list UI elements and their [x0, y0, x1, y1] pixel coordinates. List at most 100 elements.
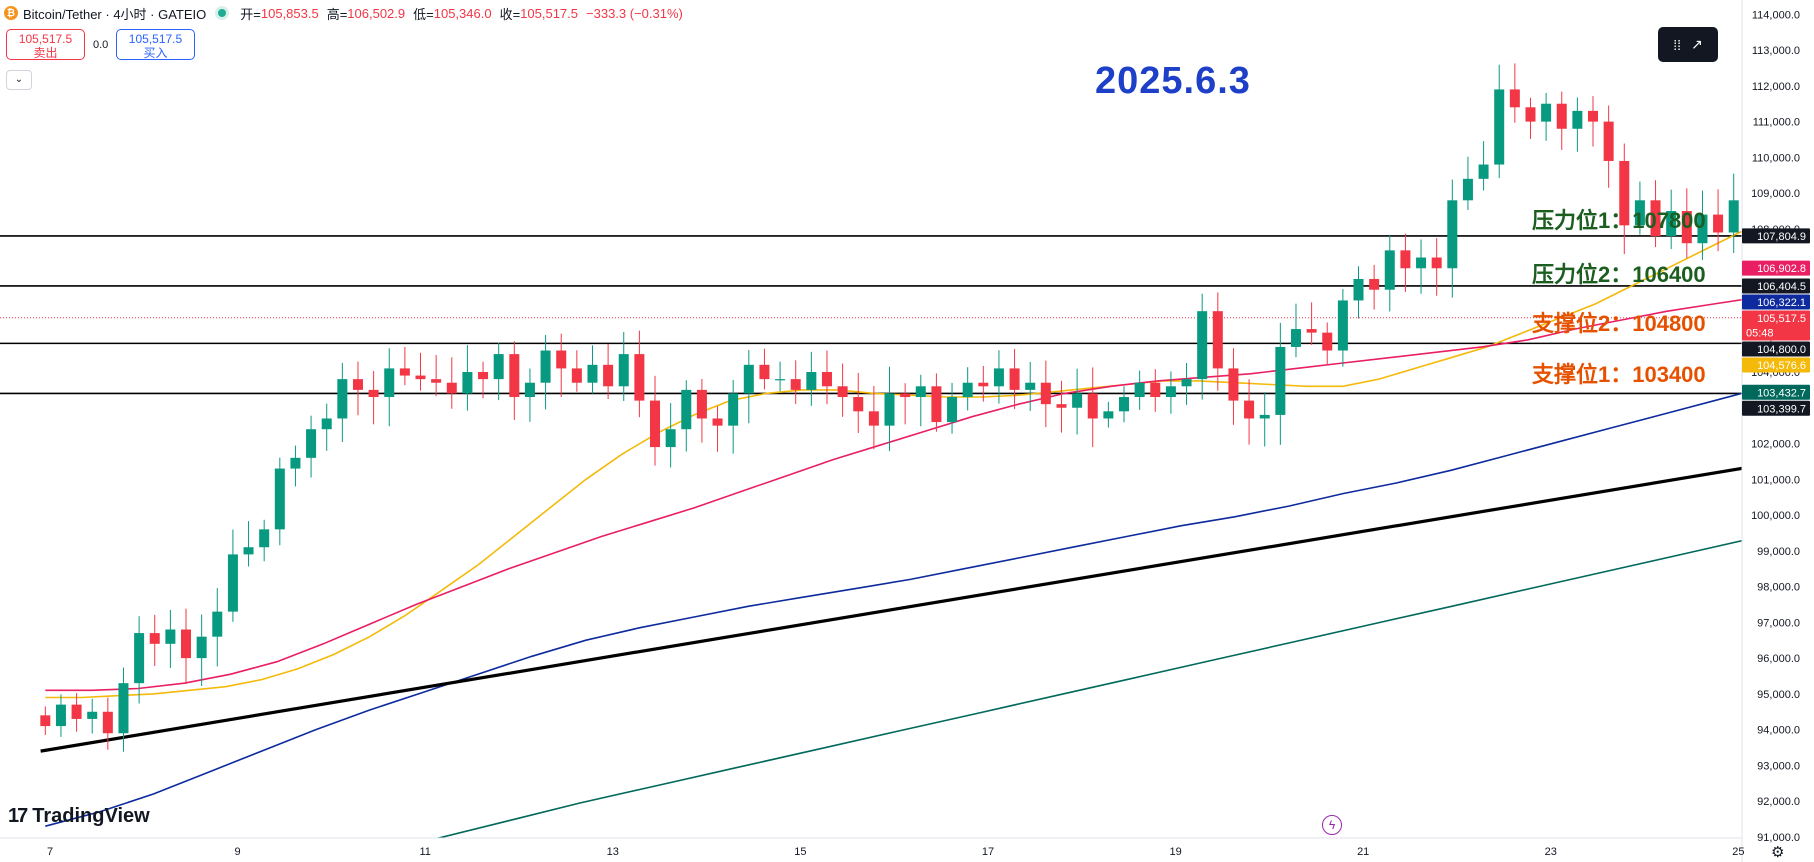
price-tag — [1742, 357, 1810, 373]
high-value: 106,502.9 — [347, 5, 406, 21]
low-label: 低= — [413, 6, 434, 22]
lightning-icon[interactable]: ϟ — [1322, 815, 1342, 835]
tradingview-logo[interactable]: 17 TradingView — [8, 805, 150, 828]
candle-body — [696, 389, 707, 419]
candle-body — [462, 371, 473, 394]
trend-line — [40, 466, 1742, 753]
candle-body — [728, 393, 739, 426]
buy-button[interactable]: 105,517.5 买入 — [116, 29, 195, 60]
floating-toolbar[interactable]: ⁞⁞ ↗ — [1658, 27, 1718, 62]
collapse-chevron-icon[interactable]: ⌄ — [6, 70, 32, 90]
candle-body — [509, 354, 520, 398]
candle-body — [759, 364, 770, 380]
candle-body — [1259, 414, 1270, 419]
y-tick-label: 97,000.0 — [1757, 617, 1800, 629]
candle-body — [650, 400, 661, 448]
candle-body — [165, 629, 176, 644]
candle-body — [1103, 411, 1114, 419]
y-tick-label: 102,000.0 — [1751, 439, 1800, 451]
candle-body — [853, 397, 864, 412]
candle-body — [1525, 107, 1536, 122]
resistance-1-label: 压力位1：107800 — [1532, 208, 1706, 233]
plot-area — [0, 63, 1742, 838]
buy-label: 买入 — [143, 46, 168, 60]
candle-body — [603, 364, 614, 387]
moving-average-line — [435, 539, 1742, 838]
candle-body — [493, 354, 504, 380]
candle-body — [71, 704, 82, 719]
x-tick-label: 17 — [982, 846, 994, 858]
candle-body — [1634, 200, 1645, 226]
candle-body — [1056, 404, 1067, 408]
candle-body — [1478, 164, 1489, 179]
candle-body — [1603, 121, 1614, 161]
y-tick-label: 100,000.0 — [1751, 510, 1800, 522]
sell-button[interactable]: 105,517.5 卖出 — [6, 29, 85, 60]
price-tag-label: 104,576.6 — [1757, 360, 1806, 372]
candle-body — [1494, 89, 1505, 165]
candle-body — [868, 411, 879, 426]
candle-body — [274, 468, 285, 530]
settings-gear-icon[interactable]: ⚙ — [1771, 844, 1785, 861]
candle-body — [1072, 393, 1083, 408]
candle-body — [665, 429, 676, 448]
candle-body — [1400, 250, 1411, 269]
candle-body — [1290, 329, 1301, 347]
candle-body — [1275, 346, 1286, 415]
candle-body — [1353, 278, 1364, 301]
candle-body — [399, 368, 410, 376]
candle-body — [1369, 278, 1380, 290]
candle-body — [790, 379, 801, 390]
candle-body — [1541, 103, 1552, 122]
x-tick-label: 19 — [1169, 846, 1181, 858]
x-tick-label: 23 — [1545, 846, 1557, 858]
price-tag-label: 106,902.8 — [1757, 263, 1806, 275]
candle-body — [806, 371, 817, 390]
price-tag-countdown: 05:48 — [1746, 327, 1774, 339]
sell-label: 卖出 — [33, 46, 58, 60]
candle-body — [1025, 382, 1036, 390]
bitcoin-icon: ₿ — [4, 6, 18, 20]
candle-body — [884, 393, 895, 426]
candle-body — [1087, 393, 1098, 419]
candle-body — [227, 554, 238, 612]
candle-body — [837, 386, 848, 398]
candle-body — [1462, 178, 1473, 201]
y-tick-label: 99,000.0 — [1757, 546, 1800, 558]
candle-body — [1197, 311, 1208, 380]
drag-handle-icon[interactable]: ⁞⁞ — [1673, 36, 1682, 53]
tradingview-wordmark: TradingView — [32, 805, 150, 827]
symbol-label[interactable]: Bitcoin/Tether · 4小时 · GATEIO — [23, 6, 207, 22]
market-status-icon — [218, 9, 227, 17]
candle-body — [40, 715, 51, 727]
candle-body — [55, 704, 66, 727]
candle-body — [149, 633, 160, 644]
x-tick-label: 13 — [607, 846, 619, 858]
open-label: 开= — [240, 6, 261, 22]
candle-body — [775, 379, 786, 381]
price-tag — [1742, 294, 1810, 310]
y-tick-label: 93,000.0 — [1757, 760, 1800, 772]
candle-body — [947, 397, 958, 423]
candle-body — [87, 711, 98, 719]
candle-body — [993, 368, 1004, 387]
sell-price: 105,517.5 — [18, 32, 73, 46]
y-tick-label: 112,000.0 — [1752, 81, 1800, 93]
moving-average-line — [45, 230, 1742, 699]
candle-body — [1619, 160, 1630, 226]
y-tick-label: 92,000.0 — [1757, 796, 1800, 808]
candle-body — [978, 382, 989, 387]
candle-body — [352, 379, 363, 390]
candle-body — [1509, 89, 1520, 108]
price-tag-label: 103,399.7 — [1757, 403, 1806, 415]
candle-body — [368, 389, 379, 398]
candle-body — [556, 350, 567, 369]
candle-body — [1337, 300, 1348, 351]
y-tick-label: 110,000.0 — [1752, 152, 1800, 164]
trendline-tool-icon[interactable]: ↗ — [1691, 36, 1703, 52]
y-tick-label: 113,000.0 — [1752, 45, 1800, 57]
candle-body — [540, 350, 551, 383]
open-value: 105,853.5 — [260, 5, 319, 21]
chart-header: ₿ Bitcoin/Tether · 4小时 · GATEIO 开= 105,85… — [4, 3, 691, 23]
